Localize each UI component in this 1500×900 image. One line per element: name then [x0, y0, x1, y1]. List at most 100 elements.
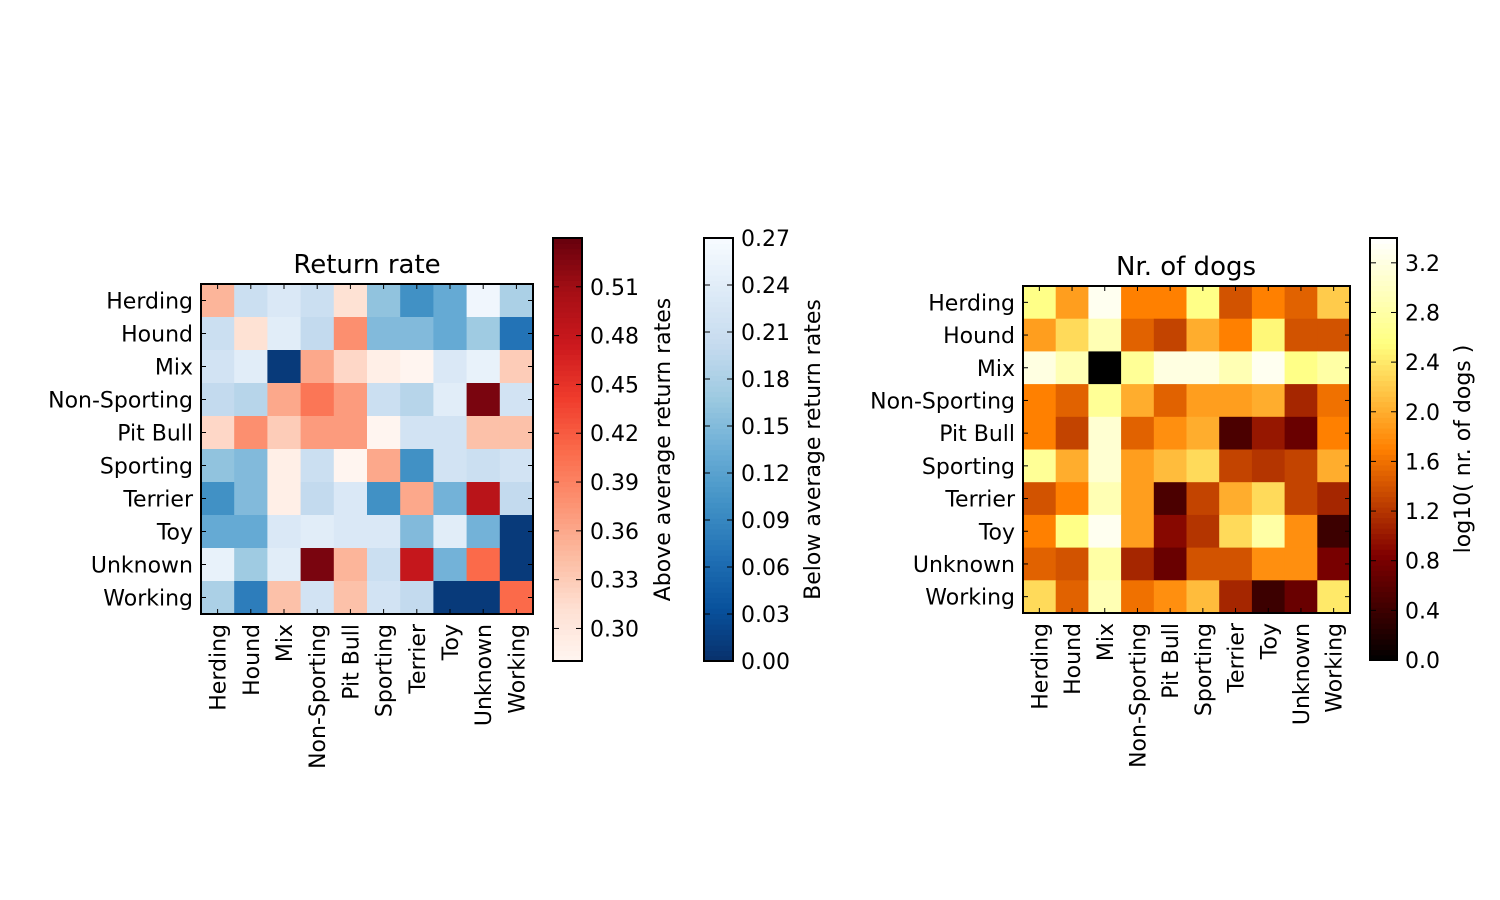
return-rate-cell: [466, 383, 501, 417]
log-dogs-gradient-step: [1370, 375, 1397, 382]
dogs-count-cell: [1251, 482, 1286, 516]
return-rate-cell: [499, 416, 534, 450]
above-average-gradient-step: [553, 386, 582, 392]
above-average-gradient-step: [553, 423, 582, 429]
return-rate-cell: [466, 317, 501, 351]
dogs-count-cell: [1284, 384, 1318, 418]
below-average-gradient-step: [704, 417, 733, 424]
dogs-count-row-label: Working: [925, 586, 1015, 611]
return-rate-cell: [300, 383, 335, 417]
log-dogs-gradient-step: [1370, 565, 1397, 571]
above-average-gradient-step: [553, 290, 582, 297]
below-average-gradient-step: [704, 534, 733, 540]
above-average-gradient-step: [553, 534, 582, 540]
above-average-gradient-step: [553, 312, 582, 318]
above-average-gradient-step: [553, 465, 582, 472]
above-average-gradient-step: [553, 401, 582, 408]
below-average-tick-label: 0.21: [741, 321, 790, 346]
dogs-count-cell: [1186, 482, 1220, 516]
below-average-gradient-step: [704, 364, 733, 371]
below-average-gradient-step: [704, 460, 733, 466]
log-dogs-gradient-step: [1370, 607, 1397, 614]
dogs-count-row-label: Hound: [943, 324, 1015, 349]
above-average-gradient-step: [553, 592, 582, 599]
return-rate-cell: [367, 350, 401, 384]
log-dogs-gradient-step: [1370, 644, 1397, 651]
log-dogs-gradient-step: [1370, 359, 1397, 366]
log-dogs-tick-label: 1.6: [1405, 450, 1440, 475]
below-average-gradient-step: [704, 428, 733, 435]
below-average-gradient-step: [704, 645, 733, 652]
above-average-tick-label: 0.39: [590, 471, 639, 496]
above-average-gradient-step: [553, 518, 582, 525]
dogs-count-cell: [1088, 384, 1122, 418]
below-average-gradient-step: [704, 343, 733, 350]
dogs-count-col-label: Toy: [1257, 623, 1282, 660]
below-average-gradient-step: [704, 290, 733, 297]
log-dogs-gradient-step: [1370, 306, 1397, 313]
log-dogs-gradient-step: [1370, 628, 1397, 635]
below-average-gradient-step: [704, 486, 733, 493]
below-average-gradient-step: [704, 407, 733, 414]
return-rate-cell: [367, 416, 401, 450]
log-dogs-gradient-step: [1370, 512, 1397, 519]
log-dogs-gradient-step: [1370, 459, 1397, 466]
dogs-count-cell: [1251, 318, 1286, 352]
return-rate-cell: [234, 548, 268, 582]
above-average-gradient-step: [553, 475, 582, 482]
return-rate-cell: [267, 350, 302, 384]
log-dogs-gradient-step: [1370, 464, 1397, 471]
dogs-count-cell: [1219, 482, 1253, 516]
below-average-gradient-step: [704, 317, 733, 324]
below-average-gradient-step: [704, 497, 733, 503]
return-rate-col-label: Toy: [439, 624, 464, 661]
above-average-gradient-step: [553, 327, 582, 334]
above-average-gradient-step: [553, 645, 582, 652]
below-average-gradient-step: [704, 370, 733, 377]
dogs-count-cell: [1284, 514, 1318, 549]
dogs-count-cell: [1153, 351, 1187, 385]
dogs-count-cell: [1284, 351, 1318, 385]
dogs-count-cell: [1153, 286, 1187, 320]
above-average-gradient-step: [553, 285, 582, 292]
above-average-gradient-step: [553, 306, 582, 313]
above-average-gradient-step: [553, 602, 582, 609]
dogs-count-cell: [1121, 449, 1155, 483]
log-dogs-gradient-step: [1370, 285, 1397, 292]
dogs-count-cell: [1186, 318, 1220, 352]
return-rate-cell: [433, 317, 468, 351]
return-rate-cell: [201, 581, 235, 615]
return-rate-col-label: Terrier: [406, 623, 431, 695]
return-rate-col-label: Non-Sporting: [306, 624, 331, 769]
below-average-gradient-step: [704, 354, 733, 361]
return-rate-heatmap: Herding Hound Mix Non-Sporting Pit Bull Sport…: [48, 283, 534, 769]
return-rate-row-label: Terrier: [122, 488, 194, 513]
log-dogs-gradient-step: [1370, 538, 1397, 545]
log-dogs-gradient-step: [1370, 264, 1397, 271]
return-rate-cell: [367, 284, 401, 318]
return-rate-cell: [234, 581, 268, 615]
dogs-count-heatmap: Herding Hound Mix Non-Sporting Pit Bull Sport…: [870, 285, 1351, 768]
below-average-gradient-step: [704, 491, 733, 498]
dogs-count-cell: [1186, 514, 1220, 549]
above-average-gradient-step: [553, 460, 582, 466]
below-average-gradient-step: [704, 555, 733, 562]
above-average-gradient-step: [553, 269, 582, 276]
below-average-gradient-step: [704, 438, 733, 445]
above-average-gradient-step: [553, 248, 582, 255]
below-average-tick-label: 0.24: [741, 274, 790, 299]
return-rate-title: Return rate: [293, 250, 440, 280]
return-rate-cell: [300, 416, 335, 450]
log-dogs-axis-label: log10( nr. of dogs ): [1451, 345, 1476, 554]
log-dogs-gradient-step: [1370, 570, 1397, 577]
dogs-count-cell: [1284, 449, 1318, 483]
below-average-gradient-step: [704, 248, 733, 255]
log-dogs-gradient-step: [1370, 638, 1397, 645]
below-average-gradient-step: [704, 301, 733, 308]
above-average-gradient-step: [553, 364, 582, 371]
dogs-count-col-label: Working: [1323, 623, 1348, 713]
log-dogs-gradient-step: [1370, 586, 1397, 593]
above-average-gradient-step: [553, 528, 582, 535]
below-average-gradient-step: [704, 338, 733, 345]
log-dogs-gradient-step: [1370, 364, 1397, 371]
